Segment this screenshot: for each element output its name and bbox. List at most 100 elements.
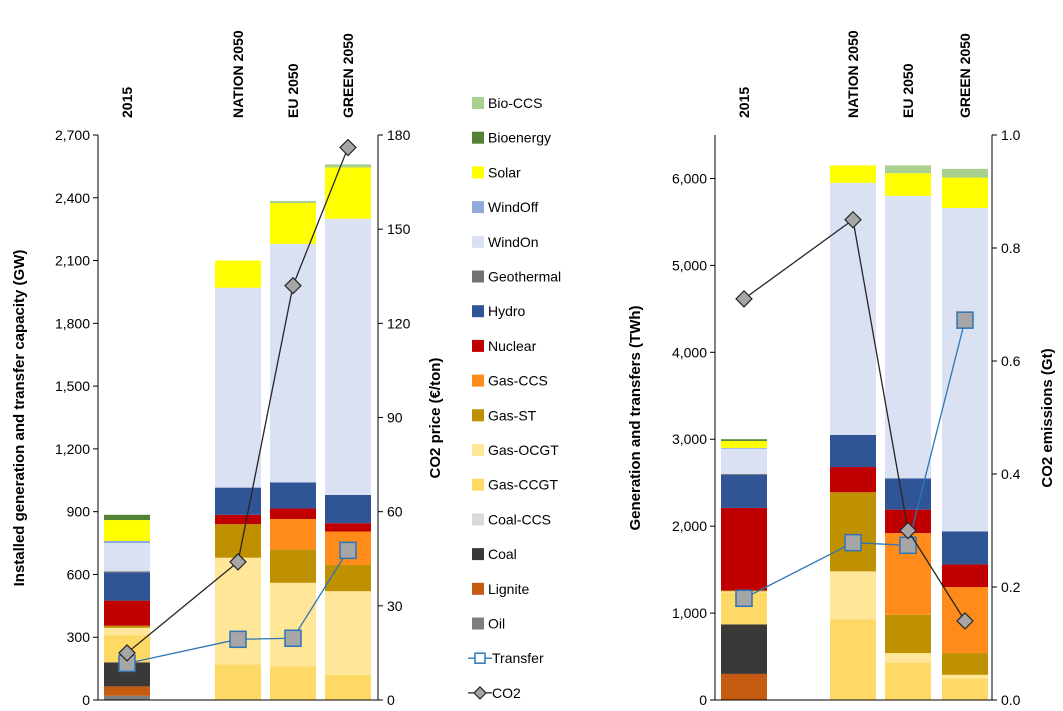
bar-eu-2050-gas-ocgt	[885, 653, 931, 663]
y2-tick-label: 30	[387, 598, 403, 614]
marker-transfer-2015	[735, 589, 753, 608]
marker-co2-eu-2050	[899, 521, 917, 540]
legend-swatch-windoff	[472, 201, 484, 214]
right-labels: Generation and transfers (TWh) CO2 emissi…	[627, 30, 1056, 530]
bar-nation-2050-solar	[215, 260, 261, 288]
y-tick-label: 2,000	[672, 518, 707, 534]
category-label-2015: 2015	[736, 87, 752, 118]
legend-item-gas-ocgt: Gas-OCGT	[472, 442, 559, 458]
legend-item-gas-ccgt: Gas-CCGT	[472, 477, 558, 493]
marker-transfer-eu-2050	[284, 629, 302, 648]
bar-nation-2050-hydro	[215, 487, 261, 515]
legend-swatch-coal-ccs	[472, 513, 484, 526]
legend-item-bio-ccs: Bio-CCS	[472, 95, 542, 111]
bar-green-2050-nuclear	[942, 564, 988, 587]
bar-green-2050-hydro	[325, 494, 371, 524]
bar-green-2050-solar	[942, 177, 988, 209]
legend-item-oil: Oil	[472, 616, 505, 632]
legend-label-hydro: Hydro	[488, 303, 526, 319]
legend-label-oil: Oil	[488, 616, 505, 632]
right-chart-generation: 0 1,000 2,000 3,000 4,000 5,000 6,000 0.0 0.2 0.4…	[627, 30, 1056, 708]
y-tick-label: 0	[82, 692, 90, 708]
bar-nation-2050-gas-ccgt	[830, 619, 876, 700]
y2-tick-label: 0.0	[1001, 692, 1021, 708]
legend-label-coal-ccs: Coal-CCS	[488, 511, 551, 527]
legend-swatch-marker-transfer	[474, 652, 486, 664]
y-tick-label: 5,000	[672, 257, 707, 273]
legend-swatch-marker-co2	[473, 686, 487, 700]
bar-nation-2050-nuclear	[830, 467, 876, 493]
bar-eu-2050-solar	[270, 203, 316, 244]
bar-eu-2050-hydro	[270, 482, 316, 509]
y2-tick-label: 0	[387, 692, 395, 708]
bar-2015-oil	[104, 695, 150, 700]
category-label-eu-2050: EU 2050	[285, 63, 301, 118]
left-lines	[118, 138, 357, 673]
bar-nation-2050-gas-st	[215, 524, 261, 558]
legend-swatch-gas-ocgt	[472, 444, 484, 456]
bar-nation-2050-gas-ccgt	[215, 664, 261, 700]
marker-co2-green-2050	[339, 138, 357, 157]
marker-co2-green-2050	[956, 612, 974, 630]
legend-label-co2: CO2	[492, 685, 521, 701]
bar-2015-windon	[721, 448, 767, 474]
bar-nation-2050-windon	[215, 287, 261, 488]
y-tick-label: 900	[67, 504, 91, 520]
bar-2015-coal	[721, 624, 767, 674]
y-tick-label: 4,000	[672, 344, 707, 360]
legend-swatch-hydro	[472, 305, 484, 318]
bar-2015-lignite	[104, 686, 150, 696]
bar-green-2050-gas-st	[942, 653, 988, 675]
bar-2015-windoff	[104, 540, 150, 544]
bar-eu-2050-solar	[885, 173, 931, 196]
marker-co2-eu-2050	[284, 276, 302, 295]
category-label-eu-2050: EU 2050	[900, 63, 916, 118]
bar-2015-windon	[104, 543, 150, 572]
bar-nation-2050-nuclear	[215, 514, 261, 525]
bar-2015-gas-ocgt	[104, 627, 150, 636]
y2-axis-title: CO2 price (€/ton)	[427, 358, 444, 479]
legend-item-bioenergy: Bioenergy	[472, 130, 551, 146]
y-tick-label: 2,100	[55, 253, 90, 269]
y2-tick-label: 0.8	[1001, 240, 1021, 256]
y-tick-label: 2,700	[55, 127, 90, 143]
legend-label-windon: WindOn	[488, 234, 539, 250]
marker-co2-2015	[118, 644, 136, 662]
category-label-2015: 2015	[119, 87, 135, 118]
bar-nation-2050-gas-st	[830, 492, 876, 572]
bar-green-2050-gas-ccgt	[942, 678, 988, 700]
y-tick-label: 1,800	[55, 315, 90, 331]
bar-green-2050-gas-ocgt	[942, 674, 988, 679]
y-tick-label: 6,000	[672, 170, 707, 186]
bar-green-2050-windon	[325, 218, 371, 495]
legend-swatch-geothermal	[472, 270, 484, 283]
bar-2015-windoff	[721, 447, 767, 449]
legend-item-coal: Coal	[472, 546, 517, 562]
bar-2015-gas-st	[104, 625, 150, 628]
line-transfer	[743, 319, 966, 599]
bar-green-2050-nuclear	[325, 523, 371, 532]
right-axes: 0 1,000 2,000 3,000 4,000 5,000 6,000 0.0 0.2 0.4…	[672, 127, 1021, 708]
marker-transfer-nation-2050	[229, 630, 247, 649]
y2-axis-title: CO2 emissions (Gt)	[1039, 348, 1056, 487]
bar-2015-solar	[104, 520, 150, 541]
legend-item-gas-st: Gas-ST	[472, 407, 537, 423]
legend-swatch-windon	[472, 235, 484, 248]
legend-item-geothermal: Geothermal	[472, 269, 561, 285]
left-chart-capacity: 03006009001,2001,5001,8002,1002,4002,700…	[11, 30, 444, 708]
left-bars	[104, 164, 371, 700]
bar-2015-geothermal	[721, 474, 767, 475]
legend-swatch-gas-ccs	[472, 374, 484, 387]
bar-nation-2050-hydro	[830, 434, 876, 468]
legend-swatch-gas-ccgt	[472, 478, 484, 491]
legend-label-solar: Solar	[488, 164, 521, 180]
bar-green-2050-hydro	[942, 531, 988, 565]
bar-green-2050-solar	[325, 167, 371, 219]
bar-2015-solar	[721, 440, 767, 448]
bar-green-2050-windon	[942, 208, 988, 532]
y-axis-title: Generation and transfers (TWh)	[627, 305, 644, 530]
legend-item-solar: Solar	[472, 164, 521, 180]
y2-tick-label: 180	[387, 127, 411, 143]
bar-2015-lignite	[721, 673, 767, 700]
